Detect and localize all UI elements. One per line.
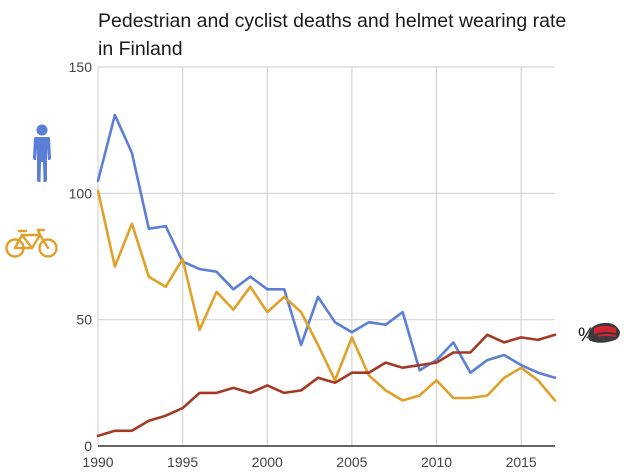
series-line-pedestrian-deaths — [96, 113, 557, 380]
x-tick-label: 1990 — [82, 454, 113, 470]
x-axis-ticks: 1990 1995 2000 2005 2010 2015 — [82, 454, 537, 470]
series-line-helmet-wearing-rate — [96, 333, 557, 438]
series-lines — [96, 113, 557, 438]
y-tick-label: 150 — [69, 59, 93, 75]
x-tick-label: 2005 — [336, 454, 367, 470]
pedestrian-icon — [33, 124, 51, 182]
bicycle-icon — [5, 228, 58, 258]
y-tick-label: 50 — [76, 312, 92, 328]
x-tick-label: 2015 — [506, 454, 537, 470]
y-tick-label: 100 — [69, 185, 93, 201]
gridlines — [97, 66, 555, 446]
y-tick-label: 0 — [84, 438, 92, 454]
x-tick-label: 2000 — [252, 454, 283, 470]
x-tick-label: 2010 — [421, 454, 452, 470]
chart-title: Pedestrian and cyclist deaths and helmet… — [98, 10, 567, 60]
series-line-cyclist-deaths — [96, 189, 557, 402]
x-tick-label: 1995 — [167, 454, 198, 470]
helmet-icon — [586, 322, 620, 343]
y-axis-ticks: 0 50 100 150 — [69, 59, 93, 454]
